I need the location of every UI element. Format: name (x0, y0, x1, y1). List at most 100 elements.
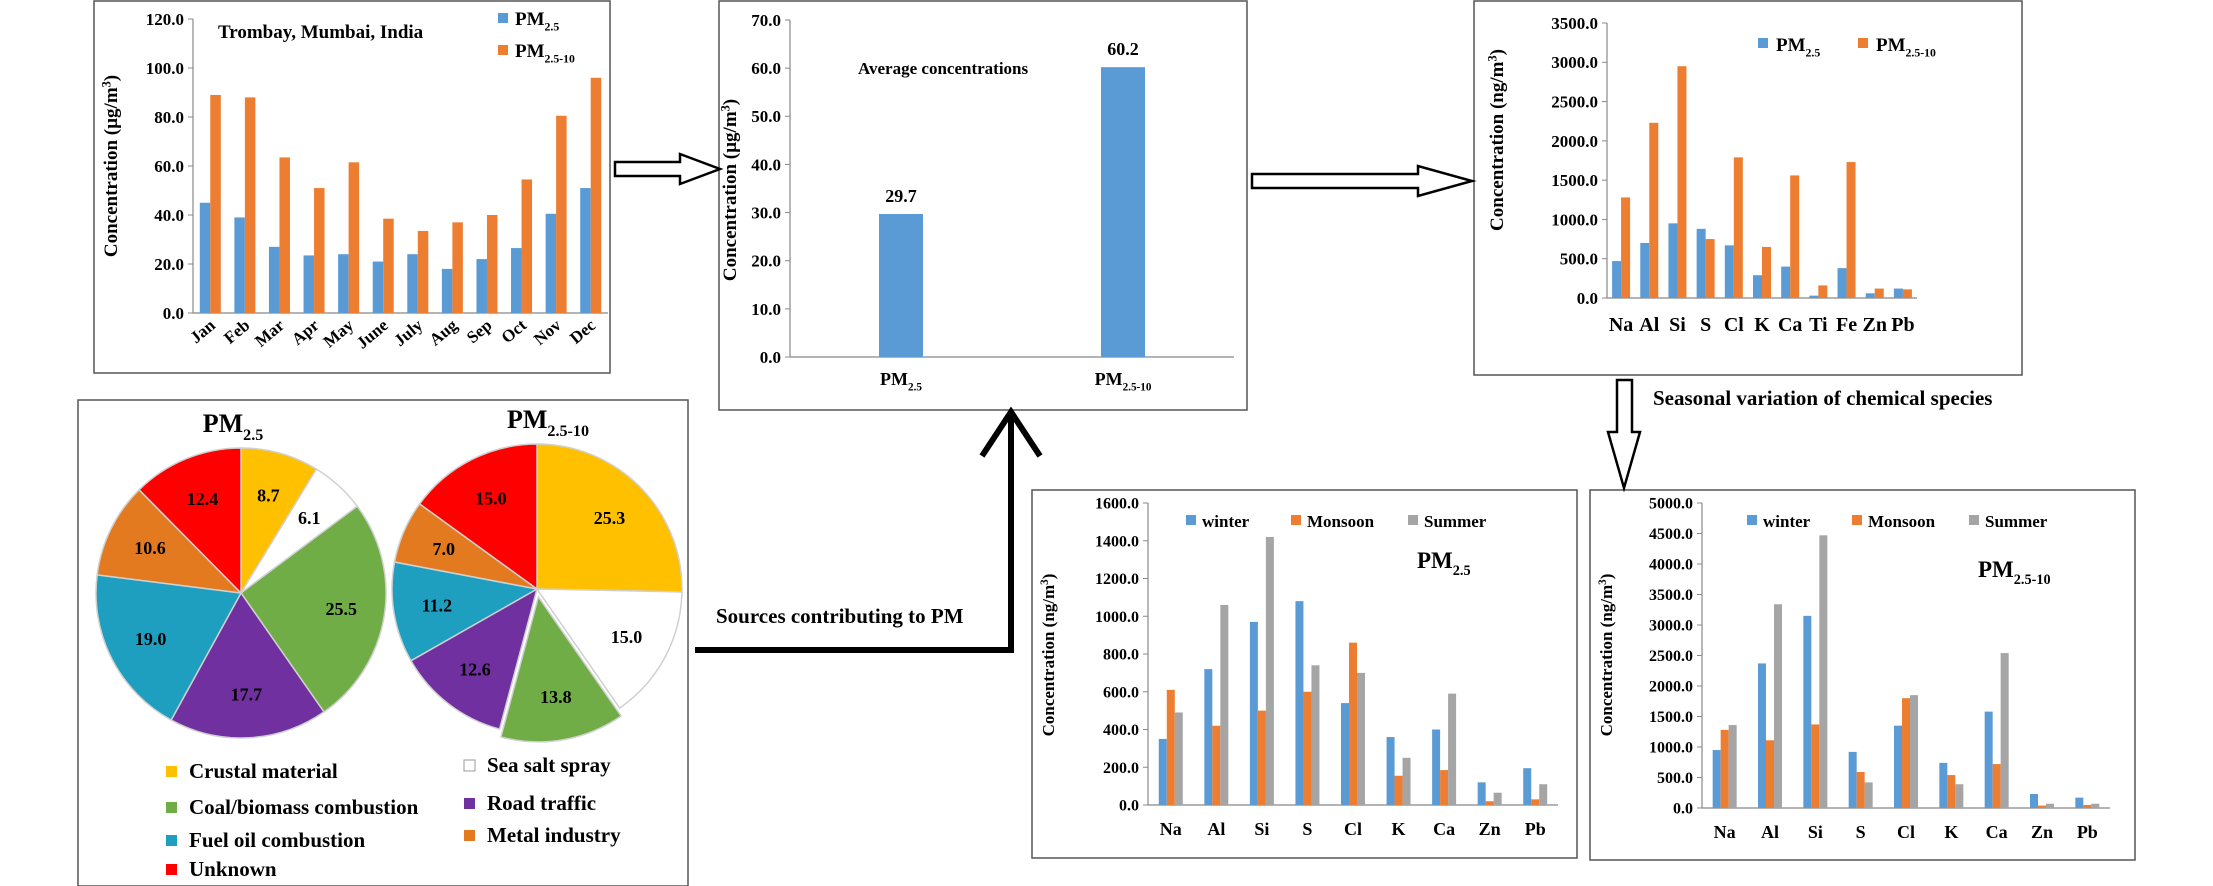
seasonal_pm2510-x-label: Cl (1897, 822, 1915, 842)
seasonal_pm2510-bar (2038, 805, 2046, 808)
seasonal_pm25-ytick-label: 1000.0 (1095, 609, 1139, 626)
seasonal_pm2510-bar (1856, 772, 1865, 808)
legend-label-unknown: Unknown (189, 857, 277, 881)
pie_pm25-slice (138, 447, 242, 595)
species-legend-pm2510: PM2.5-10 (1876, 35, 1936, 60)
species-bar (1781, 266, 1791, 298)
species-x-label: Si (1669, 314, 1686, 336)
species-x-label: S (1700, 314, 1711, 336)
seasonal_pm2510-bar (1864, 782, 1873, 808)
species-ytick-label: 2000.0 (1551, 132, 1598, 151)
seasonal_pm25-bar (1174, 712, 1183, 805)
seasonal_pm25-bar (1493, 792, 1502, 805)
pie_pm2510-title: PM2.5-10 (507, 405, 589, 440)
species-ylabel-close: ) (1487, 49, 1508, 55)
seasonal_pm2510-bar (1728, 725, 1737, 808)
pie_pm2510-title-main: PM (507, 405, 547, 434)
legend-label-road: Road traffic (487, 791, 596, 815)
seasonal_pm2510-bar (1766, 740, 1774, 808)
seasonal_pm25-legend-label: Summer (1424, 512, 1487, 531)
seasonal_pm2510-bar (1947, 775, 1956, 808)
monthly-ylabel-close: ) (101, 75, 122, 81)
seasonal_pm2510-ytick-label: 4500.0 (1649, 526, 1693, 543)
pie_pm2510-slice (535, 588, 683, 710)
species-legend-pm25-main: PM (1776, 35, 1806, 56)
seasonal_pm2510-ytick-label: 0.0 (1673, 801, 1693, 818)
seasonal_pm25-ylabel-close: ) (1039, 574, 1058, 580)
monthly-bar (348, 162, 360, 313)
seasonal_pm2510-ytick-label: 5000.0 (1649, 496, 1693, 513)
seasonal_pm2510-legend-label: Monsoon (1868, 512, 1936, 531)
average-x-label: PM2.5-10 (1095, 369, 1152, 393)
monthly-ytick-label: 100.0 (146, 59, 184, 78)
seasonal_pm2510-bar (1758, 663, 1766, 808)
monthly-legend-pm25: PM2.5 (515, 9, 559, 34)
species-bar (1640, 243, 1650, 298)
seasonal_pm25-bar (1477, 782, 1486, 805)
species-bar (1762, 246, 1771, 298)
species-bar (1893, 288, 1903, 298)
average-bar (1101, 67, 1145, 358)
species-bar (1668, 223, 1678, 298)
average-ytick-label: 70.0 (751, 11, 781, 30)
seasonal_pm2510-title: PM2.5-10 (1978, 557, 2051, 588)
legend-swatch-road (464, 798, 475, 809)
panel-species-frame (1473, 0, 2023, 376)
seasonal_pm25-bar (1166, 689, 1175, 805)
seasonal_pm2510-legend-swatch (1747, 515, 1757, 525)
pie-legend: Crustal material Sea salt spray Coal/bioma… (166, 753, 621, 881)
species-bar (1733, 157, 1743, 298)
monthly-bar (234, 217, 245, 313)
legend-label-fueloil: Fuel oil combustion (189, 828, 366, 852)
average-x-label-sub: 2.5 (908, 381, 922, 393)
average-x-label-main: PM (1095, 369, 1123, 389)
species-x-label: K (1754, 314, 1770, 336)
seasonal_pm2510-x-label: S (1856, 822, 1866, 842)
monthly-ylabel: Concentration (µg/m3) (99, 75, 122, 257)
monthly-legend-pm25-sub: 2.5 (545, 21, 560, 34)
monthly-bar (268, 246, 280, 313)
seasonal_pm2510-bar (2030, 793, 2038, 808)
chart-species: 0.0 500.0 1000.0 1500.0 2000.0 2500.0 3000.0 35… (1485, 14, 1936, 336)
seasonal_pm2510-bar (1992, 764, 2001, 808)
arrow-average-to-species (1250, 164, 1477, 198)
average-ytick-label: 60.0 (751, 59, 781, 78)
average-ytick-label: 0.0 (760, 348, 781, 367)
species-bar (1874, 288, 1884, 298)
pie_pm2510-slice (500, 595, 623, 743)
seasonal_pm2510-bar (1720, 729, 1729, 808)
pie_pm2510-slice-label: 13.8 (540, 687, 572, 707)
seasonal_pm25-bar (1311, 665, 1320, 805)
species-bar (1790, 175, 1800, 298)
seasonal_pm2510-bar (2083, 804, 2092, 808)
seasonal_pm2510-x-label: Al (1761, 822, 1779, 842)
chart-pie_pm25: PM2.5 8.7 6.1 25.5 17.7 19.0 10.6 12.4 (95, 409, 387, 739)
average-value-label: 29.7 (885, 186, 917, 206)
seasonal_pm2510-ylabel: Concentration (ng/m3) (1597, 574, 1616, 737)
monthly-bar (279, 157, 290, 313)
seasonal_pm2510-bar (2000, 653, 2009, 808)
seasonal_pm2510-bar (1984, 711, 1993, 808)
panel-average-frame (718, 0, 1248, 411)
monthly-title: Trombay, Mumbai, India (218, 22, 424, 43)
species-legend-pm2510-main: PM (1876, 35, 1906, 56)
species-x-label: Na (1609, 314, 1633, 336)
seasonal_pm2510-legend-swatch (1969, 515, 1979, 525)
seasonal_pm2510-legend-swatch (1852, 515, 1862, 525)
pie_pm25-slice (95, 573, 243, 722)
species-bar (1621, 197, 1631, 298)
average-value-label: 60.2 (1107, 39, 1139, 59)
seasonal_pm25-bar (1204, 669, 1213, 805)
pie_pm2510-slice (536, 443, 683, 593)
seasonal-caption: Seasonal variation of chemical species (1653, 386, 1992, 410)
monthly-bar (244, 97, 256, 314)
chart-average: 0.0 10.0 20.0 30.0 40.0 50.0 60.0 70.0 Concentra… (718, 11, 1234, 393)
seasonal_pm2510-ylabel-sup: 3 (1597, 579, 1609, 585)
species-ytick-label: 1000.0 (1551, 210, 1598, 229)
pie_pm2510-title-sub: 2.5-10 (547, 423, 589, 440)
monthly-ytick-label: 0.0 (163, 304, 184, 323)
pie_pm25-slice (239, 505, 387, 713)
pie_pm25-slice (170, 591, 326, 739)
seasonal_pm2510-bar (1803, 615, 1812, 808)
